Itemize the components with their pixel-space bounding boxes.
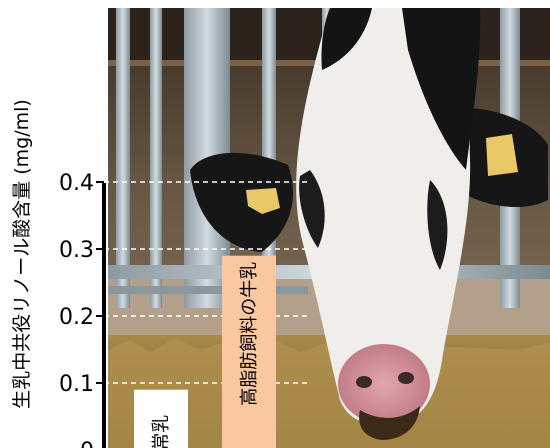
bar-category-label: 通常乳 bbox=[151, 415, 172, 448]
cow-photo bbox=[108, 8, 550, 448]
y-tick-label: 0.3 bbox=[59, 238, 94, 263]
bar-labels: 通常乳 高脂肪飼料の牛乳 bbox=[151, 262, 260, 448]
y-tick-label: 0.4 bbox=[59, 171, 94, 196]
bar bbox=[134, 389, 188, 448]
y-axis-label: 生乳中共役リノール酸含量 (mg/ml) bbox=[11, 99, 33, 409]
bars bbox=[134, 255, 276, 448]
ear-tag-right bbox=[486, 134, 518, 176]
bar-category-label: 高脂肪飼料の牛乳 bbox=[239, 262, 260, 406]
y-tick-label: 0.1 bbox=[59, 372, 94, 397]
y-tick-label: 0 bbox=[80, 439, 94, 448]
y-axis-ticks: 0 0.1 0.2 0.3 0.4 bbox=[59, 171, 104, 448]
cow-head bbox=[190, 8, 548, 440]
ear-tag-left bbox=[246, 188, 280, 214]
bar bbox=[222, 255, 276, 448]
y-tick-label: 0.2 bbox=[59, 305, 94, 330]
